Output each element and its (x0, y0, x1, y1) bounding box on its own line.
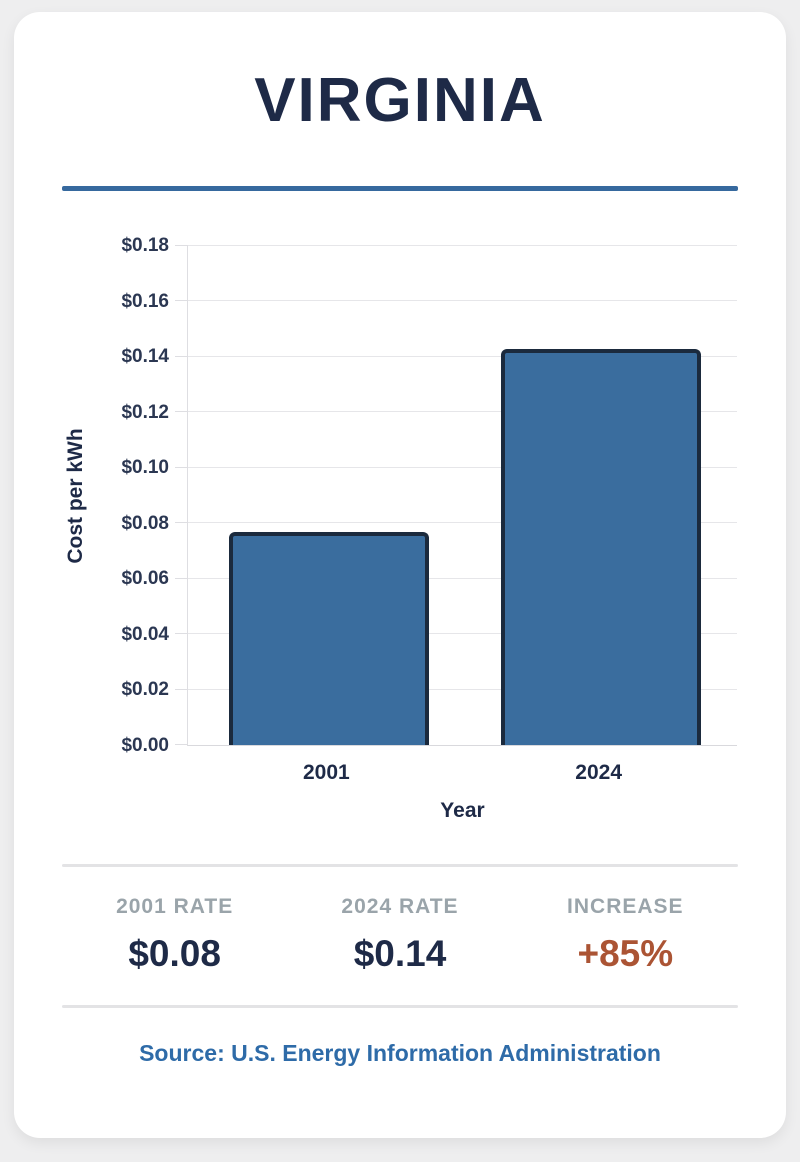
y-axis-title: Cost per kWh (64, 428, 87, 564)
y-axis-tick-label: $0.10 (121, 457, 169, 479)
gridline (188, 466, 737, 468)
title-divider (62, 186, 738, 191)
y-axis-tick-label: $0.18 (121, 235, 169, 256)
gridline (188, 633, 737, 635)
y-tick-mark (175, 466, 188, 468)
y-axis-tick-label: $0.04 (121, 623, 169, 645)
stat-label: 2001 RATE (116, 895, 234, 918)
cost-bar-chart: Cost per kWh $0.00 $0.02 $0.04 $0.06 $0.08 $0… (14, 235, 737, 822)
y-axis-tick-label: $0.16 (121, 290, 169, 312)
y-tick-mark (175, 744, 188, 745)
x-axis-title: Year (440, 799, 485, 822)
stat-label: 2024 RATE (341, 895, 459, 918)
gridline (188, 245, 737, 246)
stats-divider-bottom (62, 1005, 738, 1008)
y-axis-tick-label: $0.06 (121, 568, 169, 590)
y-axis-tick-label: $0.08 (121, 512, 169, 534)
stat-label: INCREASE (567, 895, 684, 918)
y-tick-mark (175, 522, 188, 524)
plot-area: Year 2001 2024 (175, 245, 737, 822)
stat-value: $0.08 (128, 933, 221, 974)
y-tick-mark (175, 633, 188, 635)
stat-2024-rate: 2024 RATE $0.14 (287, 895, 512, 975)
stat-value: +85% (577, 933, 674, 974)
y-tick-mark (175, 688, 188, 690)
gridline (188, 688, 737, 690)
infographic-card: VIRGINIA Cost per kWh $0.00 $0.02 $0.04 $0.… (14, 12, 786, 1138)
bar-2001 (228, 531, 429, 745)
y-axis-tick-label: $0.00 (121, 735, 169, 756)
gridline (188, 355, 737, 357)
bar-2024 (501, 348, 702, 745)
y-tick-mark (175, 577, 188, 579)
stat-2001-rate: 2001 RATE $0.08 (62, 895, 287, 975)
gridline (188, 300, 737, 302)
y-tick-mark (175, 411, 188, 413)
y-tick-mark (175, 355, 188, 357)
page-title: VIRGINIA (254, 66, 546, 135)
y-axis-tick-label: $0.02 (121, 679, 169, 701)
y-tick-mark (175, 300, 188, 302)
stat-increase: INCREASE +85% (513, 895, 738, 975)
y-tick-mark (175, 245, 188, 246)
y-axis-tick-label: $0.14 (121, 346, 169, 368)
x-axis-tick-label: 2024 (575, 761, 622, 784)
gridline (188, 577, 737, 579)
y-axis-tick-label: $0.12 (121, 401, 169, 423)
x-axis-tick-label: 2001 (302, 761, 350, 784)
stats-divider-top (62, 864, 738, 867)
source-text: Source: U.S. Energy Information Administ… (139, 1040, 661, 1066)
gridline (188, 411, 737, 413)
stats-row: 2001 RATE $0.08 2024 RATE $0.14 INCREASE… (62, 895, 738, 975)
y-axis: Cost per kWh $0.00 $0.02 $0.04 $0.06 $0.08 $0… (14, 235, 187, 756)
gridline (188, 522, 737, 524)
stat-value: $0.14 (353, 933, 447, 974)
